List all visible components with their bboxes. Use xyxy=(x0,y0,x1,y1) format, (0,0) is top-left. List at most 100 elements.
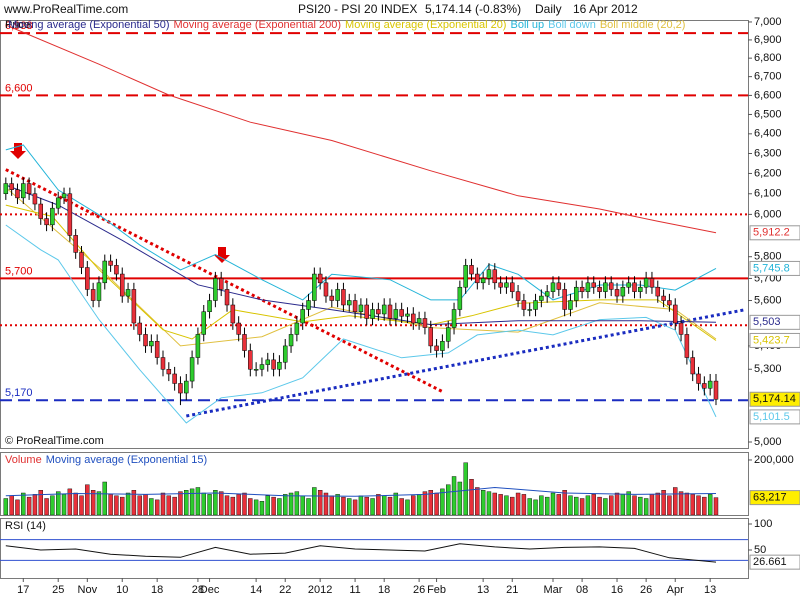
candle-body xyxy=(323,282,329,297)
end-label: 5,423.7 xyxy=(753,334,790,346)
signal-arrow xyxy=(10,143,26,159)
volume-bar xyxy=(306,498,311,515)
candle-body xyxy=(707,380,713,389)
candle-body xyxy=(248,350,253,370)
end-label: 5,503 xyxy=(753,316,781,328)
volume-bar xyxy=(632,495,637,515)
volume-bar xyxy=(108,494,113,515)
x-tick-label: Mar xyxy=(544,584,563,596)
volume-bar xyxy=(259,501,265,515)
volume-bar xyxy=(550,492,556,515)
volume-bar xyxy=(475,487,480,515)
candle-body xyxy=(655,286,661,297)
candle-body xyxy=(527,309,532,311)
volume-bar xyxy=(61,494,67,515)
level-label: 6,600 xyxy=(5,82,33,94)
candle-body xyxy=(3,183,9,195)
volume-bar xyxy=(90,490,96,515)
x-tick-label: 2012 xyxy=(308,584,332,596)
candle-body xyxy=(131,289,137,324)
volume-bar xyxy=(707,494,713,515)
legend: Volume Moving average (Exponential 15) xyxy=(5,454,207,466)
y-tick-label: 50 xyxy=(754,544,766,556)
candle-body xyxy=(678,322,684,335)
end-label-box xyxy=(749,409,800,425)
volume-bar xyxy=(521,494,527,515)
volume-bar xyxy=(381,495,387,515)
candle-body xyxy=(521,300,527,310)
candle-body xyxy=(300,309,305,324)
volume-bar xyxy=(242,492,247,515)
candle-body xyxy=(79,252,84,268)
candle-body xyxy=(347,300,352,306)
volume-bar xyxy=(574,496,579,515)
x-tick-label: 11 xyxy=(349,584,360,596)
volume-bar xyxy=(638,496,643,515)
end-label-box xyxy=(749,260,800,276)
candle-body xyxy=(556,282,562,290)
candle-body xyxy=(603,282,608,292)
candle-body xyxy=(539,295,544,301)
volume-bar xyxy=(690,494,695,515)
volume-bar xyxy=(480,490,486,515)
legend-entry: Volume xyxy=(5,454,42,466)
volume-bar xyxy=(137,495,142,515)
candle-body xyxy=(317,273,323,284)
candle-body xyxy=(259,364,265,370)
candle-body xyxy=(591,282,596,288)
candle-body xyxy=(9,183,14,190)
candle-body xyxy=(277,361,282,370)
y-tick-label: 6,500 xyxy=(754,108,782,120)
candle-body xyxy=(445,327,451,342)
y-tick-label: 5,600 xyxy=(754,294,782,306)
volume-bar xyxy=(510,496,515,515)
x-tick-label: 18 xyxy=(378,584,390,596)
indicator-line xyxy=(5,144,717,301)
candle-body xyxy=(614,289,620,297)
legend-entry: Boll down xyxy=(548,19,596,31)
end-label: 5,745.8 xyxy=(753,262,790,274)
candle-body xyxy=(230,304,236,324)
candle-body xyxy=(137,322,142,335)
plot-area xyxy=(0,539,748,563)
x-tick-label: 10 xyxy=(116,584,128,596)
candle-body xyxy=(411,313,416,324)
y-tick-label: 5,000 xyxy=(754,436,782,448)
candle-body xyxy=(294,322,300,335)
candle-body xyxy=(457,286,463,310)
volume-bar xyxy=(149,498,154,515)
volume-bar xyxy=(422,491,428,515)
candle-body xyxy=(492,269,498,284)
volume-bar xyxy=(515,492,521,515)
x-tick-label: 13 xyxy=(704,584,716,596)
indicator-line xyxy=(5,24,717,234)
last-volume-box xyxy=(749,490,800,506)
x-tick-label: 21 xyxy=(506,584,518,596)
x-tick-label: 28 xyxy=(192,584,204,596)
candle-body xyxy=(143,334,148,347)
legend-entry: Price xyxy=(5,19,30,31)
y-tick-label: 200,000 xyxy=(754,454,794,466)
x-tick-label: 26 xyxy=(413,584,425,596)
x-tick-label: 08 xyxy=(576,584,588,596)
candle-body xyxy=(626,282,631,288)
volume-bar xyxy=(643,498,649,515)
y-tick-label: 6,100 xyxy=(754,188,782,200)
candle-body xyxy=(579,286,585,292)
period: Daily xyxy=(535,2,562,16)
volume-bar xyxy=(678,491,684,515)
volume-bar xyxy=(3,498,9,515)
y-tick-label: 6,200 xyxy=(754,167,782,179)
volume-bar xyxy=(451,476,457,515)
volume-bar xyxy=(172,496,177,515)
volume-bar xyxy=(236,494,241,515)
candle-body xyxy=(207,300,212,312)
volume-bar xyxy=(114,495,119,515)
y-tick-label: 6,800 xyxy=(754,52,782,64)
candle-body xyxy=(282,345,288,363)
trend-line xyxy=(5,168,444,393)
volume-bar xyxy=(32,494,38,515)
legend-entry: Moving average (Exponential 15) xyxy=(46,454,207,466)
volume-bar xyxy=(673,487,678,515)
